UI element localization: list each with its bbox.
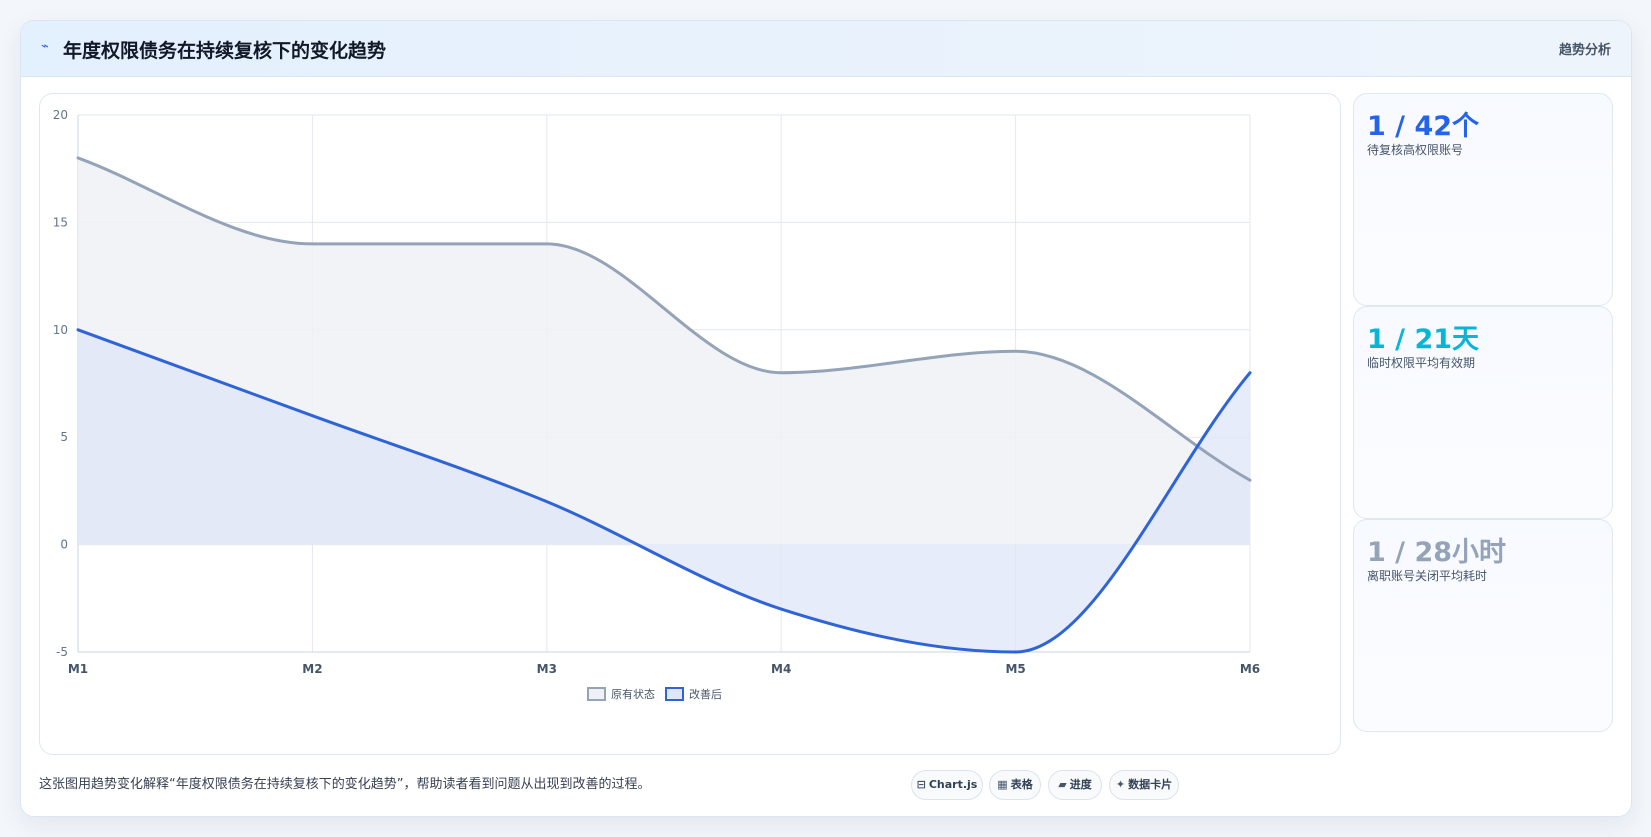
stat-card-offboarding-time: 1 / 28小时 离职账号关闭平均耗时 [1353, 519, 1613, 732]
x-tick-label: M3 [537, 662, 557, 676]
data-point [77, 156, 80, 159]
progress-icon: ▰ [1058, 778, 1067, 791]
legend-label: 改善后 [689, 687, 722, 701]
y-tick-label: 5 [60, 430, 68, 444]
stat-card-temp-permission: 1 / 21天 临时权限平均有效期 [1353, 306, 1613, 519]
chip-chartjs[interactable]: ⊟ Chart.js [911, 770, 983, 800]
data-point [1249, 479, 1252, 482]
trend-chart: -5 0 5 10 15 20 M1 M2 M3 M4 M5 M6 原有状态 改善后 [53, 108, 1260, 701]
x-tick-label: M5 [1005, 662, 1025, 676]
y-tick-label: 15 [53, 215, 68, 229]
y-tick-label: 0 [60, 538, 68, 552]
stat-label: 临时权限平均有效期 [1367, 356, 1476, 370]
data-point [1014, 651, 1017, 654]
series-line-1 [76, 156, 1252, 482]
dashboard-card: ⌁ 年度权限债务在持续复核下的变化趋势 趋势分析 -5 0 5 10 15 20 M1 M2 M… [20, 20, 1632, 817]
x-tick-label: M6 [1240, 662, 1260, 676]
x-tick-label: M2 [302, 662, 322, 676]
chip-label: 进度 [1069, 778, 1092, 791]
card-header: ⌁ 年度权限债务在持续复核下的变化趋势 趋势分析 [21, 21, 1631, 77]
card-icon: ✦ [1115, 778, 1126, 791]
legend-label: 原有状态 [611, 687, 655, 701]
stat-card-pending-accounts: 1 / 42个 待复核高权限账号 [1353, 93, 1613, 306]
data-point [780, 371, 783, 374]
series-line-2 [76, 328, 1252, 654]
chip-label: 数据卡片 [1128, 778, 1173, 791]
legend-swatch [587, 687, 606, 701]
chip-label: Chart.js [928, 778, 978, 791]
chart-description: 这张图用趋势变化解释“年度权限债务在持续复核下的变化趋势”，帮助读者看到问题从出… [39, 777, 651, 792]
chip-table[interactable]: ▦ 表格 [989, 770, 1041, 800]
stat-value: 1 / 21天 [1367, 324, 1480, 355]
page-title: 年度权限债务在持续复核下的变化趋势 [63, 40, 387, 62]
chip-data-card[interactable]: ✦ 数据卡片 [1109, 770, 1179, 800]
trend-line-icon: ⌁ [41, 39, 49, 54]
x-tick-label: M4 [771, 662, 791, 676]
x-tick-label: M1 [68, 662, 88, 676]
data-point [545, 242, 548, 245]
legend-swatch [665, 687, 684, 701]
data-point [780, 608, 783, 611]
data-point [77, 328, 80, 331]
stat-label: 待复核高权限账号 [1367, 143, 1464, 157]
y-tick-label: -5 [56, 645, 68, 659]
stat-label: 离职账号关闭平均耗时 [1367, 569, 1488, 583]
chart-icon: ⊟ [916, 778, 926, 791]
chip-progress[interactable]: ▰ 进度 [1048, 770, 1102, 800]
stat-value: 1 / 28小时 [1367, 537, 1507, 568]
data-point [545, 500, 548, 503]
y-tick-label: 20 [53, 108, 68, 122]
data-point [311, 414, 314, 417]
chip-label: 表格 [1010, 778, 1033, 791]
stat-value: 1 / 42个 [1367, 111, 1480, 142]
data-point [1249, 371, 1252, 374]
data-point [311, 242, 314, 245]
table-icon: ▦ [997, 778, 1008, 791]
analysis-type-badge: 趋势分析 [1558, 43, 1611, 58]
chart-panel: -5 0 5 10 15 20 M1 M2 M3 M4 M5 M6 原有状态 改善后 [39, 93, 1341, 755]
y-tick-label: 10 [53, 323, 68, 337]
series-area-2 [78, 329, 1250, 652]
data-point [1014, 350, 1017, 353]
